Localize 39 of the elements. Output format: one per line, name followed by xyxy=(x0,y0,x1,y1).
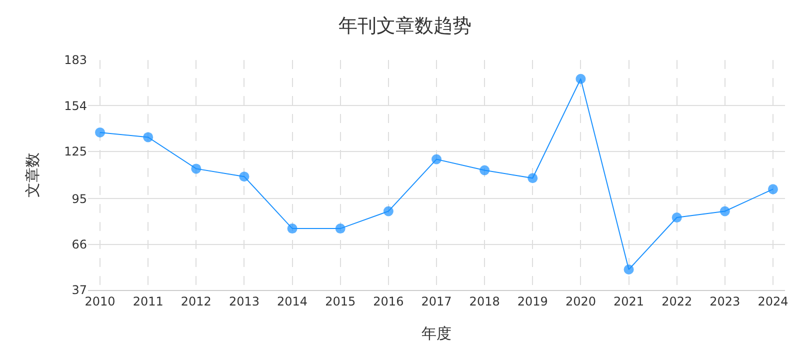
x-tick-label: 2015 xyxy=(325,294,356,308)
point xyxy=(335,224,346,234)
x-tick-label: 2021 xyxy=(614,294,644,308)
y-tick-label: 37 xyxy=(72,283,87,298)
x-tick-label: 2010 xyxy=(84,294,116,308)
point xyxy=(383,206,394,216)
point xyxy=(720,206,730,216)
point xyxy=(528,173,538,184)
point xyxy=(143,132,154,142)
y-tick-label: 125 xyxy=(64,144,87,159)
point xyxy=(672,212,682,223)
point xyxy=(239,172,250,182)
point xyxy=(480,165,490,176)
chart-title: 年刊文章数趋势 xyxy=(338,14,472,37)
y-tick-label: 66 xyxy=(72,238,87,252)
point xyxy=(287,224,298,234)
x-tick-label: 2017 xyxy=(421,294,452,308)
x-tick-label: 2022 xyxy=(662,294,692,308)
x-axis-title: 年度 xyxy=(422,324,452,342)
x-tick-label: 2023 xyxy=(710,294,740,308)
point xyxy=(95,127,106,138)
point xyxy=(624,264,634,275)
x-tick-label: 2024 xyxy=(758,294,788,308)
x-tick-label: 2014 xyxy=(277,294,308,308)
x-tick-label: 2011 xyxy=(132,294,164,308)
y-tick-label: 95 xyxy=(72,192,87,206)
x-tick-label: 2012 xyxy=(180,294,212,308)
point xyxy=(432,154,442,164)
y-tick-label: 183 xyxy=(64,53,87,68)
y-tick-label: 154 xyxy=(64,98,87,113)
point xyxy=(576,74,586,84)
y-axis-title: 文章数 xyxy=(23,152,42,198)
point xyxy=(191,164,202,174)
x-tick-label: 2019 xyxy=(517,294,548,308)
x-tick-label: 2013 xyxy=(228,294,260,308)
x-tick-label: 2018 xyxy=(469,294,500,308)
x-tick-label: 2020 xyxy=(565,294,596,308)
point xyxy=(768,184,778,194)
x-tick-label: 2016 xyxy=(373,294,404,308)
